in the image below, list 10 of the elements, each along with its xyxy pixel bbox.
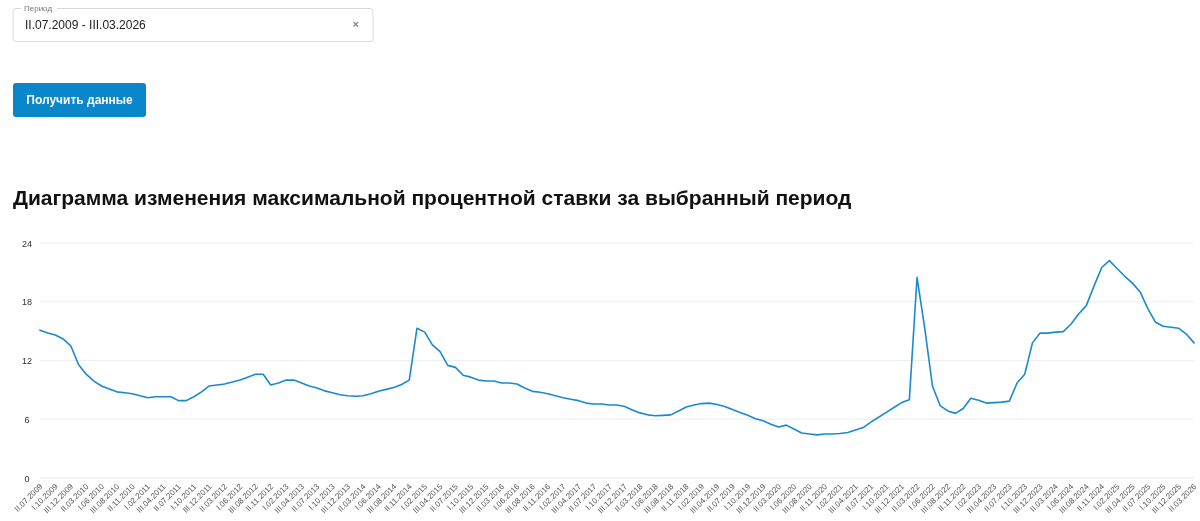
y-tick-label: 0	[24, 473, 30, 484]
text: II.07.2009 - III.03.2026	[25, 18, 147, 32]
text: Получить данные	[26, 93, 134, 107]
text: Период	[24, 4, 53, 13]
y-tick-label: 6	[24, 414, 30, 425]
y-tick-label: 24	[21, 238, 33, 249]
chart-title: Диаграмма изменения максимальной процентной ставки за выбранный период	[13, 186, 852, 209]
line-series	[39, 259, 1195, 436]
y-tick-label: 12	[21, 356, 33, 366]
y-tick-label: 18	[21, 297, 33, 308]
